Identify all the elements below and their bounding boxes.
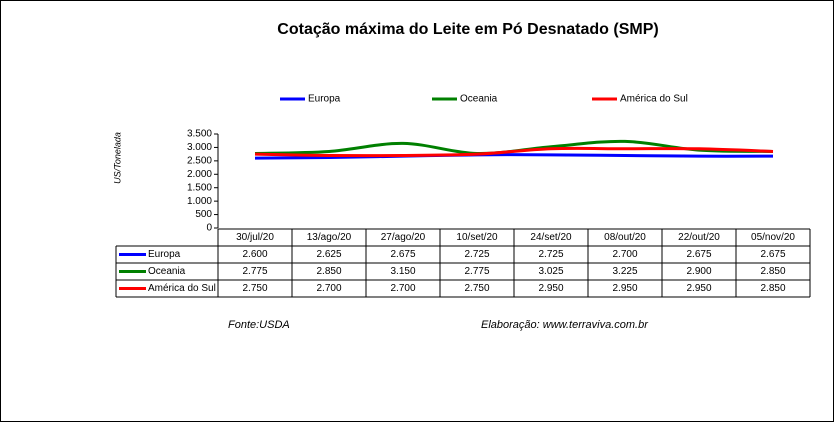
table-cell: 2.775 xyxy=(242,266,267,277)
legend-label: América do Sul xyxy=(620,94,688,105)
y-tick-label: 2.500 xyxy=(187,155,212,166)
table-cell: 2.850 xyxy=(760,266,785,277)
table-cell: 2.900 xyxy=(686,266,711,277)
y-tick-label: 500 xyxy=(195,209,212,220)
x-tick-label: 05/nov/20 xyxy=(751,232,795,243)
table-cell: 3.225 xyxy=(612,266,637,277)
table-row-label: América do Sul xyxy=(148,283,216,294)
y-tick-label: 2.000 xyxy=(187,169,212,180)
table-cell: 2.850 xyxy=(760,283,785,294)
note: Fonte:USDA xyxy=(228,319,290,331)
table-cell: 2.950 xyxy=(686,283,711,294)
table-cell: 2.675 xyxy=(390,249,415,260)
table-row-label: Oceania xyxy=(148,266,186,277)
note: Elaboração: www.terraviva.com.br xyxy=(481,319,649,331)
x-tick-label: 27/ago/20 xyxy=(381,232,426,243)
table-row-label: Europa xyxy=(148,249,181,260)
legend-label: Europa xyxy=(308,94,341,105)
table-cell: 2.700 xyxy=(316,283,341,294)
legend-label: Oceania xyxy=(460,94,498,105)
table-cell: 2.750 xyxy=(242,283,267,294)
table-cell: 2.725 xyxy=(538,249,563,260)
x-tick-label: 22/out/20 xyxy=(678,232,720,243)
x-tick-label: 10/set/20 xyxy=(456,232,498,243)
y-tick-label: 1.000 xyxy=(187,196,212,207)
y-tick-label: 3.000 xyxy=(187,142,212,153)
chart-title: Cotação máxima do Leite em Pó Desnatado … xyxy=(277,21,658,38)
table-cell: 2.850 xyxy=(316,266,341,277)
x-tick-label: 30/jul/20 xyxy=(236,232,274,243)
table-cell: 2.675 xyxy=(760,249,785,260)
y-tick-label: 0 xyxy=(206,223,212,234)
y-tick-label: 3.500 xyxy=(187,129,212,140)
x-tick-label: 24/set/20 xyxy=(530,232,572,243)
table-cell: 3.025 xyxy=(538,266,563,277)
y-tick-label: 1.500 xyxy=(187,182,212,193)
series-line xyxy=(254,146,774,158)
table-cell: 2.725 xyxy=(464,249,489,260)
table-cell: 2.700 xyxy=(390,283,415,294)
table-cell: 2.625 xyxy=(316,249,341,260)
table-cell: 2.600 xyxy=(242,249,267,260)
table-cell: 2.675 xyxy=(686,249,711,260)
table-cell: 2.950 xyxy=(538,283,563,294)
series-line xyxy=(254,153,774,160)
y-axis-label: US/Tonelada xyxy=(112,132,122,184)
table-cell: 2.750 xyxy=(464,283,489,294)
table-cell: 2.700 xyxy=(612,249,637,260)
table-cell: 3.150 xyxy=(390,266,415,277)
table-cell: 2.775 xyxy=(464,266,489,277)
x-tick-label: 08/out/20 xyxy=(604,232,646,243)
x-tick-label: 13/ago/20 xyxy=(307,232,352,243)
table-cell: 2.950 xyxy=(612,283,637,294)
